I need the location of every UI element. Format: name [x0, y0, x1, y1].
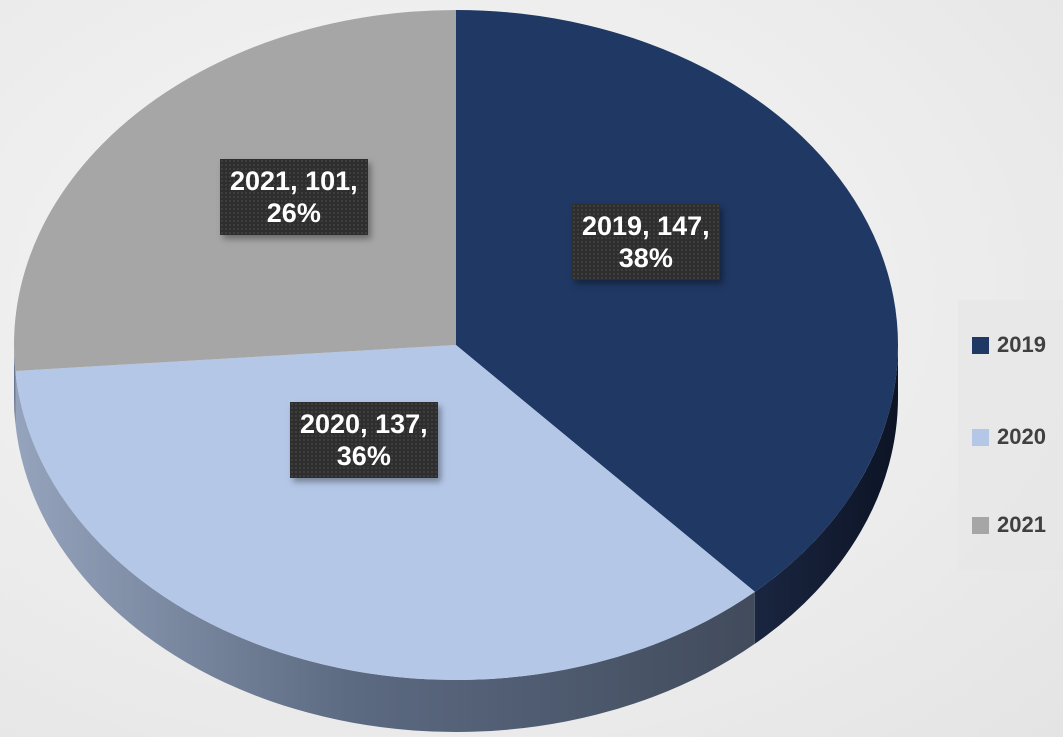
data-label-2020-line1: 2020, 137,: [300, 409, 428, 439]
pie-side-2021: [14, 345, 16, 423]
pie-side-2019: [754, 345, 898, 644]
legend-swatch-2020: [972, 428, 989, 446]
data-label-2021: 2021, 101, 26%: [220, 159, 368, 235]
legend-item-2020: 2020: [972, 424, 1046, 450]
legend-item-2021: 2021: [972, 512, 1046, 538]
data-label-2019: 2019, 147, 38%: [572, 204, 720, 280]
data-label-2019-line1: 2019, 147,: [582, 211, 710, 241]
pie-slice-2019[interactable]: [456, 10, 899, 592]
legend-label-2020: 2020: [997, 424, 1046, 449]
legend-swatch-2019: [972, 336, 989, 354]
data-label-2020-line2: 36%: [336, 441, 391, 471]
legend: 2019 2020 2021: [958, 300, 1063, 570]
data-label-2020: 2020, 137, 36%: [290, 402, 438, 478]
legend-swatch-2021: [972, 516, 989, 534]
legend-item-2019: 2019: [972, 332, 1046, 358]
pie-slice-2020[interactable]: [15, 345, 755, 681]
data-label-2021-line1: 2021, 101,: [230, 166, 358, 196]
legend-label-2021: 2021: [997, 512, 1046, 537]
legend-label-2019: 2019: [997, 332, 1046, 357]
pie-side-2020: [15, 370, 755, 733]
data-label-2021-line2: 26%: [266, 198, 321, 228]
data-label-2019-line2: 38%: [618, 243, 673, 273]
